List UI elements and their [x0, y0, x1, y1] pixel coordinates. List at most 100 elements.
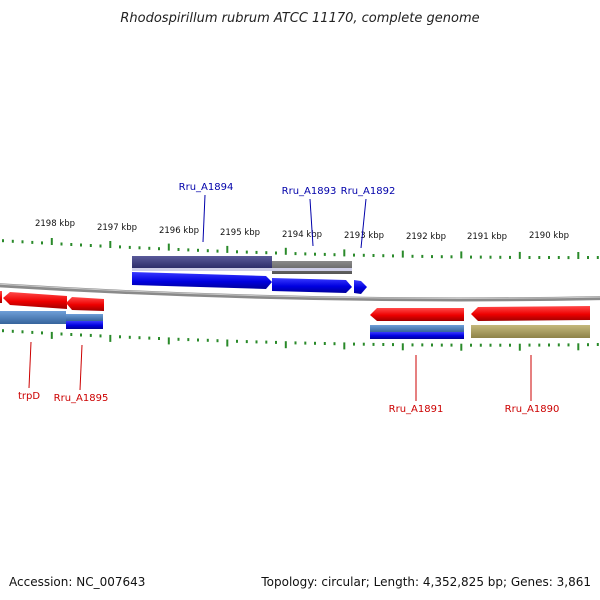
minor-tick: [314, 252, 316, 256]
minor-tick: [421, 343, 424, 347]
gene-arrow-rru-a1891[interactable]: [370, 308, 464, 321]
feature-bar[interactable]: [66, 314, 103, 321]
tick-scale-bottom: [2, 329, 599, 351]
major-tick: [460, 343, 463, 351]
reverse-gene-track-right: [370, 306, 590, 321]
minor-tick: [41, 241, 43, 245]
minor-tick: [245, 250, 248, 254]
major-tick: [50, 238, 53, 245]
minor-tick: [11, 239, 14, 243]
minor-tick: [382, 254, 385, 258]
minor-tick: [11, 329, 14, 333]
minor-tick: [255, 250, 258, 254]
minor-tick: [323, 342, 326, 345]
minor-tick: [353, 253, 355, 257]
minor-tick: [440, 255, 443, 259]
accession-label: Accession: NC_007643: [9, 575, 145, 589]
tick-label: 2198 kbp: [35, 219, 75, 229]
gene-label-rru-a1892[interactable]: Rru_A1892: [341, 186, 396, 197]
minor-tick: [567, 256, 570, 260]
gene-arrow-rru-a1894[interactable]: [132, 272, 272, 289]
minor-tick: [197, 338, 199, 342]
minor-tick: [596, 256, 599, 259]
minor-tick: [294, 252, 297, 256]
map-title: Rhodospirillum rubrum ATCC 11170, comple…: [120, 11, 479, 26]
minor-tick: [70, 243, 73, 246]
minor-tick: [431, 255, 433, 259]
feature-bar[interactable]: [132, 256, 272, 269]
minor-tick: [236, 339, 238, 343]
tick-label: 2190 kbp: [529, 231, 569, 241]
minor-tick: [450, 343, 453, 347]
gene-label-rru-a1891[interactable]: Rru_A1891: [389, 404, 444, 415]
tick-label: 2193 kbp: [344, 231, 384, 241]
minor-tick: [509, 255, 511, 259]
gene-arrow-rru-a1892[interactable]: [354, 280, 367, 294]
minor-tick: [265, 251, 268, 255]
feature-bar[interactable]: [66, 321, 103, 329]
minor-tick: [450, 255, 453, 259]
minor-tick: [41, 331, 43, 335]
feature-bar[interactable]: [370, 332, 464, 339]
tick-label: 2196 kbp: [159, 226, 199, 236]
minor-tick: [548, 343, 550, 347]
gene-arrow-rru-a1895[interactable]: [66, 297, 104, 311]
minor-tick: [2, 329, 4, 333]
minor-tick: [596, 343, 599, 346]
gene-arrow-rru-a1893[interactable]: [272, 278, 352, 293]
minor-tick: [2, 239, 4, 243]
minor-tick: [499, 255, 502, 259]
major-tick: [284, 247, 287, 255]
gene-arrow-partial[interactable]: [0, 291, 2, 303]
minor-tick: [128, 335, 131, 339]
minor-tick: [21, 330, 24, 334]
minor-tick: [382, 343, 385, 346]
gene-arrow-rru-a1890[interactable]: [471, 306, 590, 321]
minor-tick: [21, 240, 24, 244]
minor-tick: [372, 342, 375, 346]
major-tick: [284, 341, 287, 349]
minor-tick: [294, 341, 297, 345]
minor-tick: [479, 255, 482, 259]
gene-label-trpd[interactable]: trpD: [18, 391, 40, 402]
minor-tick: [470, 255, 472, 259]
minor-tick: [528, 343, 531, 347]
gene-label-rru-a1895[interactable]: Rru_A1895: [54, 393, 109, 404]
minor-tick: [275, 251, 277, 255]
minor-tick: [177, 248, 180, 251]
major-tick: [401, 343, 404, 351]
minor-tick: [528, 256, 531, 259]
minor-tick: [138, 336, 141, 340]
minor-tick: [148, 336, 151, 340]
feature-bar[interactable]: [370, 325, 464, 332]
minor-tick: [31, 240, 34, 244]
feature-bar[interactable]: [0, 311, 66, 324]
tick-scale-top: [2, 238, 599, 260]
minor-tick: [323, 252, 326, 256]
minor-tick: [538, 343, 541, 347]
feature-bar[interactable]: [471, 325, 590, 338]
gene-label-rru-a1893[interactable]: Rru_A1893: [282, 186, 337, 197]
minor-tick: [245, 340, 248, 344]
minor-tick: [431, 343, 433, 347]
gene-label-rru-a1890[interactable]: Rru_A1890: [505, 404, 560, 415]
minor-tick: [548, 256, 550, 259]
major-tick: [577, 252, 580, 259]
minor-tick: [587, 256, 589, 259]
feature-bar[interactable]: [272, 261, 352, 274]
minor-tick: [489, 255, 492, 259]
leader-line: [79, 344, 83, 391]
minor-tick: [470, 343, 472, 347]
gene-label-rru-a1894[interactable]: Rru_A1894: [179, 182, 234, 193]
minor-tick: [362, 253, 365, 257]
minor-tick: [392, 254, 394, 258]
minor-tick: [206, 249, 209, 253]
tick-label: 2194 kbp: [282, 230, 322, 240]
major-tick: [343, 249, 346, 257]
forward-gene-track: [132, 272, 367, 294]
leader-line: [28, 341, 32, 389]
minor-tick: [567, 343, 570, 347]
minor-tick: [304, 252, 307, 256]
gene-arrow-trpd[interactable]: [3, 292, 67, 309]
minor-tick: [89, 244, 92, 247]
